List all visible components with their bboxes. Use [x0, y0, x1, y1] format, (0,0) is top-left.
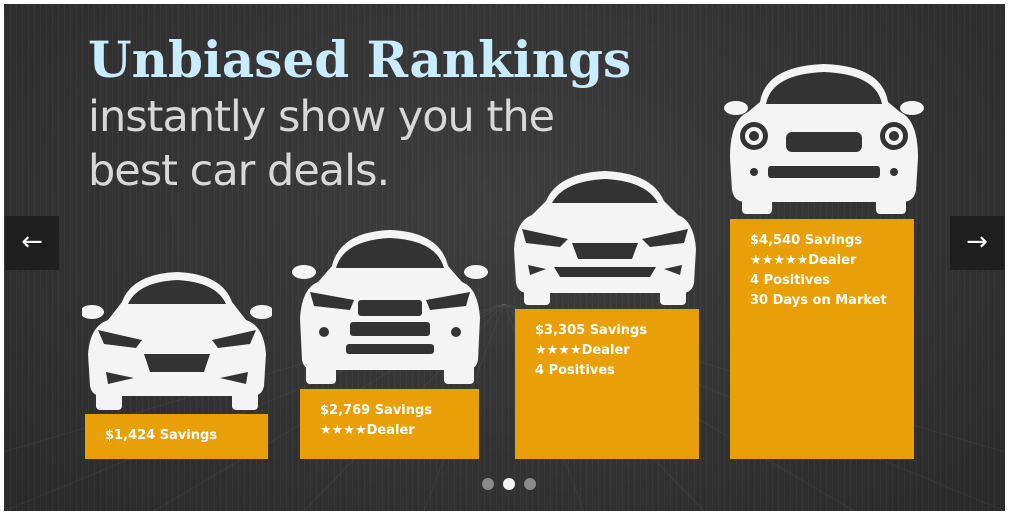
deal-card-1-savings: $1,424 Savings: [105, 428, 218, 443]
deal-card-3-dealer-rating: ★★★★Dealer: [535, 343, 630, 358]
car-illustration-sedan: [510, 169, 700, 305]
pagination-dot-2[interactable]: [503, 478, 515, 490]
pagination-dot-1[interactable]: [482, 478, 494, 490]
arrow-left-icon: ←: [21, 227, 43, 257]
pagination-dot-3[interactable]: [524, 478, 536, 490]
car-illustration-mini: [724, 62, 924, 216]
arrow-right-icon: →: [966, 227, 988, 257]
car-illustration-suv: [292, 226, 488, 386]
deal-card-3-positives: 4 Positives: [535, 363, 615, 378]
deal-card-4-days-on-market: 30 Days on Market: [750, 293, 887, 308]
next-slide-button[interactable]: →: [950, 216, 1004, 270]
deal-card-4-savings: $4,540 Savings: [750, 233, 863, 248]
deal-card-4-dealer-rating: ★★★★★Dealer: [750, 253, 857, 268]
car-illustration-coupe: [82, 268, 272, 410]
deal-card-3: $3,305 Savings ★★★★Dealer 4 Positives: [515, 309, 699, 459]
deal-card-2: $2,769 Savings ★★★★Dealer: [300, 389, 479, 459]
deal-card-2-savings: $2,769 Savings: [320, 403, 433, 418]
slide-pagination: [482, 478, 536, 490]
deal-card-4-positives: 4 Positives: [750, 273, 830, 288]
headline-title: Unbiased Rankings: [88, 30, 632, 89]
deal-card-4: $4,540 Savings ★★★★★Dealer 4 Positives 3…: [730, 219, 914, 459]
hero-slider: Unbiased Rankings instantly show you the…: [4, 4, 1005, 511]
prev-slide-button[interactable]: ←: [5, 216, 59, 270]
headline-subtitle-line2: best car deals.: [88, 146, 390, 196]
headline-subtitle-line1: instantly show you the: [88, 92, 555, 142]
deal-card-1: $1,424 Savings: [85, 414, 268, 459]
deal-card-2-dealer-rating: ★★★★Dealer: [320, 423, 415, 438]
deal-card-3-savings: $3,305 Savings: [535, 323, 648, 338]
headline: Unbiased Rankings instantly show you the…: [88, 30, 631, 198]
